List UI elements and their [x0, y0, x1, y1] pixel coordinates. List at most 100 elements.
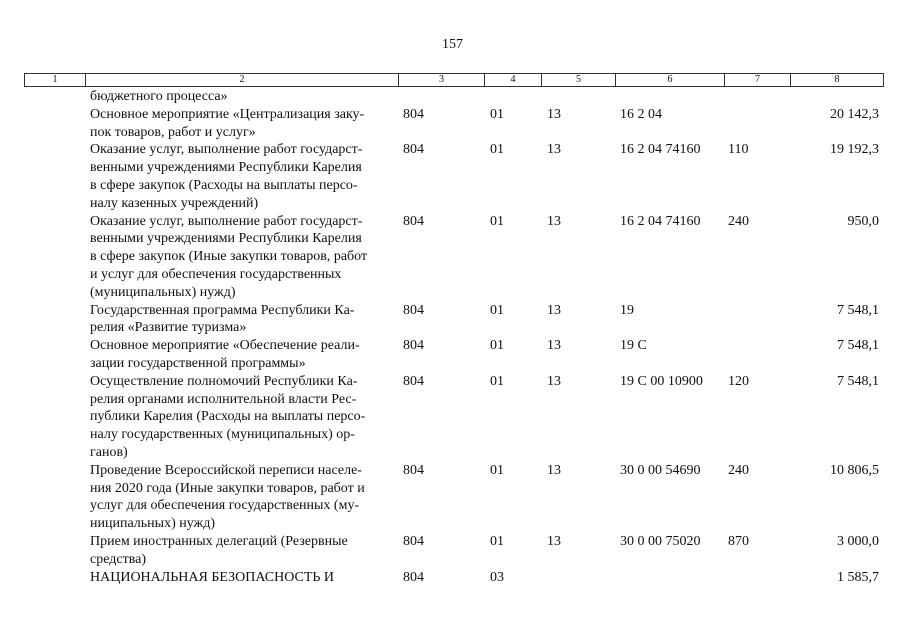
cell-c7	[728, 106, 794, 142]
cell-description: Оказание услуг, выполнение работ государ…	[90, 213, 403, 302]
cell-c3: 804	[403, 338, 424, 354]
header-col-6: 6	[615, 74, 724, 86]
cell-c7	[728, 302, 794, 338]
cell-c5: 13	[547, 338, 561, 354]
cell-spacer	[0, 569, 90, 587]
table-row: Осуществление полномочий Республики Ка-р…	[0, 373, 905, 462]
cell-spacer	[0, 462, 90, 533]
description-line: релия «Развитие туризма»	[90, 320, 247, 336]
cell-c5: 13	[547, 533, 561, 549]
cell-c6: 30 0 00 75020	[620, 533, 701, 549]
cell-c6: 16 2 04	[620, 106, 662, 122]
table-row: НАЦИОНАЛЬНАЯ БЕЗОПАСНОСТЬ И 804 03 1 585,7	[0, 569, 905, 587]
cell-c4: 01	[490, 338, 504, 354]
cell-spacer	[0, 302, 90, 338]
description-line: Государственная программа Республики Ка-	[90, 302, 355, 318]
cell-c7	[728, 88, 794, 106]
description-line: Оказание услуг, выполнение работ государ…	[90, 142, 363, 158]
description-line: в сфере закупок (Расходы на выплаты перс…	[90, 177, 358, 193]
cell-c3: 804	[403, 302, 424, 318]
description-line: налу казенных учреждений)	[90, 195, 259, 211]
description-line: Оказание услуг, выполнение работ государ…	[90, 213, 363, 229]
cell-c7	[728, 569, 794, 587]
cell-spacer	[0, 106, 90, 142]
table-row: Проведение Всероссийской переписи населе…	[0, 462, 905, 533]
description-line: Основное мероприятие «Обеспечение реали-	[90, 338, 360, 354]
cell-c7: 110	[728, 142, 749, 158]
header-col-8: 8	[790, 74, 883, 86]
cell-c8: 7 548,1	[837, 302, 879, 318]
description-line: налу государственных (муниципальных) ор-	[90, 427, 355, 443]
table-header: 1 2 3 4 5 6 7 8	[24, 73, 884, 87]
cell-c4: 03	[490, 569, 504, 585]
description-line: средства)	[90, 551, 146, 567]
cell-spacer	[0, 213, 90, 302]
cell-description: бюджетного процесса»	[90, 88, 403, 106]
cell-description: Проведение Всероссийской переписи населе…	[90, 462, 403, 533]
cell-c8: 20 142,3	[830, 106, 879, 122]
table-row: Основное мероприятие «Обеспечение реали-…	[0, 337, 905, 373]
cell-c8: 10 806,5	[830, 462, 879, 478]
cell-c3: 804	[403, 533, 424, 549]
description-line: НАЦИОНАЛЬНАЯ БЕЗОПАСНОСТЬ И	[90, 569, 335, 585]
description-line: венными учреждениями Республики Карелия	[90, 160, 362, 176]
cell-c6: 19	[620, 302, 634, 318]
table-row: бюджетного процесса»	[0, 88, 905, 106]
cell-c4: 01	[490, 213, 504, 229]
cell-c3: 804	[403, 142, 424, 158]
cell-c8: 7 548,1	[837, 338, 879, 354]
cell-c7: 240	[728, 462, 749, 478]
cell-spacer	[0, 373, 90, 462]
cell-c6	[620, 569, 728, 587]
cell-description: Основное мероприятие «Централизация заку…	[90, 106, 403, 142]
table-row: Оказание услуг, выполнение работ государ…	[0, 213, 905, 302]
cell-c4: 01	[490, 462, 504, 478]
header-col-5: 5	[541, 74, 615, 86]
cell-c5: 13	[547, 106, 561, 122]
description-line: ния 2020 года (Иные закупки товаров, раб…	[90, 480, 365, 496]
cell-c5: 13	[547, 302, 561, 318]
description-line: пок товаров, работ и услуг»	[90, 124, 256, 140]
cell-c8	[794, 88, 879, 106]
description-line: Основное мероприятие «Централизация заку…	[90, 106, 365, 122]
description-line: Прием иностранных делегаций (Резервные	[90, 533, 348, 549]
table-body: бюджетного процесса» Основное мероприятие…	[0, 88, 905, 586]
cell-c8: 1 585,7	[837, 569, 879, 585]
cell-description: Основное мероприятие «Обеспечение реали-…	[90, 337, 403, 373]
description-line: венными учреждениями Республики Карелия	[90, 231, 362, 247]
table-row: Оказание услуг, выполнение работ государ…	[0, 141, 905, 212]
description-line: Проведение Всероссийской переписи населе…	[90, 462, 362, 478]
table-row: Прием иностранных делегаций (Резервные ср…	[0, 533, 905, 569]
cell-c3: 804	[403, 462, 424, 478]
cell-description: Прием иностранных делегаций (Резервные ср…	[90, 533, 403, 569]
description-line: (муниципальных) нужд)	[90, 284, 236, 300]
description-line: Осуществление полномочий Республики Ка-	[90, 373, 358, 389]
cell-c5	[547, 569, 620, 587]
cell-c7: 240	[728, 213, 749, 229]
cell-c5: 13	[547, 142, 561, 158]
cell-c8: 950,0	[847, 213, 880, 229]
header-col-1: 1	[52, 74, 58, 85]
cell-c5: 13	[547, 373, 561, 389]
cell-c6: 19 С	[620, 338, 647, 354]
cell-description: НАЦИОНАЛЬНАЯ БЕЗОПАСНОСТЬ И	[90, 569, 403, 587]
cell-spacer	[0, 88, 90, 106]
description-line: услуг для обеспечения государственных (м…	[90, 498, 360, 514]
description-line: публики Карелия (Расходы на выплаты перс…	[90, 409, 366, 425]
cell-c7	[728, 337, 794, 373]
cell-c4: 01	[490, 533, 504, 549]
cell-c7: 120	[728, 373, 749, 389]
cell-c3: 804	[403, 569, 424, 585]
cell-c5	[547, 88, 620, 106]
page-number: 157	[442, 37, 463, 52]
table-row: Основное мероприятие «Централизация заку…	[0, 106, 905, 142]
cell-c3: 804	[403, 106, 424, 122]
cell-c4: 01	[490, 106, 504, 122]
table-row: Государственная программа Республики Ка-…	[0, 302, 905, 338]
cell-c5: 13	[547, 462, 561, 478]
cell-c3: 804	[403, 373, 424, 389]
description-line: ганов)	[90, 444, 128, 460]
cell-c5: 13	[547, 213, 561, 229]
description-line: релия органами исполнительной власти Рес…	[90, 391, 357, 407]
cell-c6	[620, 88, 728, 106]
